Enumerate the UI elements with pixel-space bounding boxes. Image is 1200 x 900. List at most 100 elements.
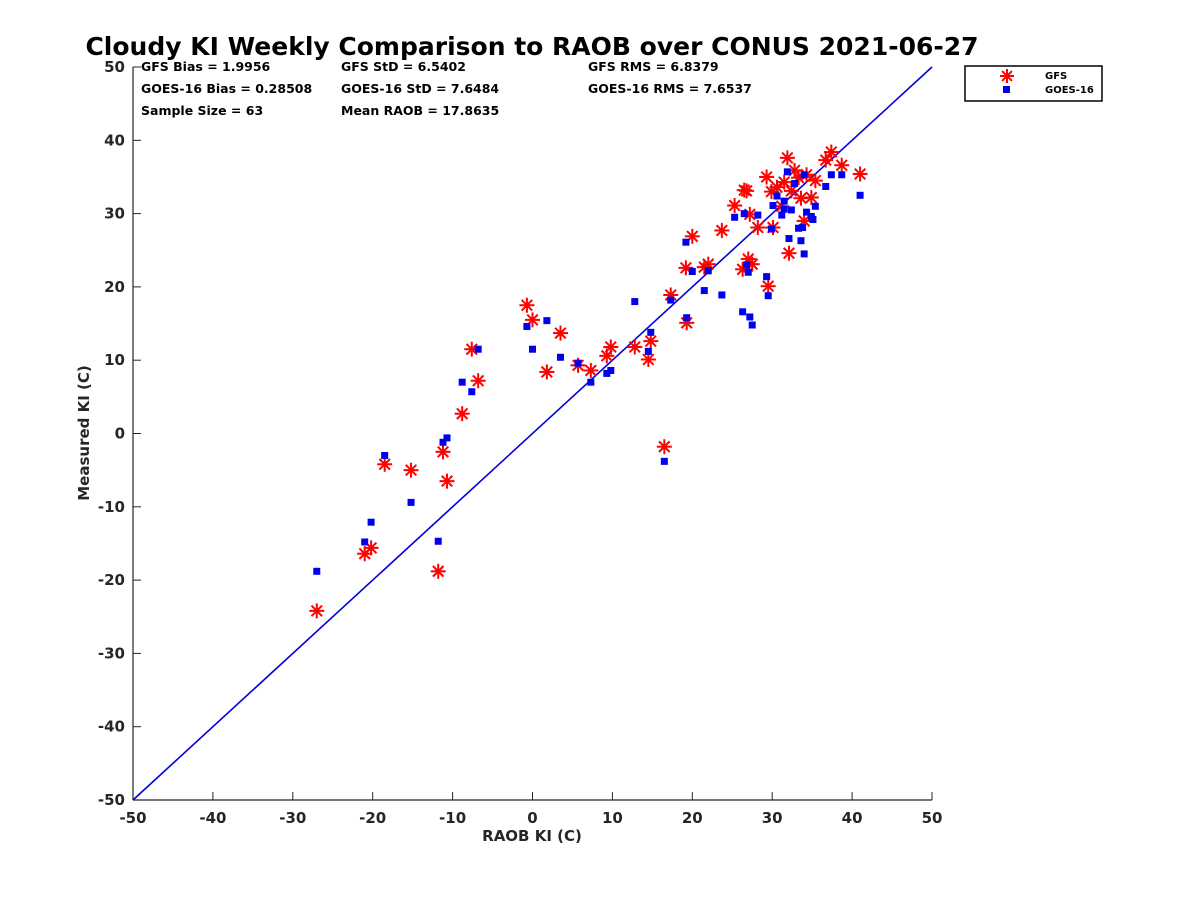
- gfs-point: [430, 563, 446, 579]
- goes16-point: [468, 388, 476, 396]
- y-tick-label: 40: [104, 131, 125, 149]
- stat-gfs-rms: GFS RMS = 6.8379: [588, 59, 719, 74]
- goes16-point: [574, 359, 582, 367]
- goes16-point: [683, 314, 691, 322]
- goes16-series: [313, 168, 864, 575]
- gfs-point: [640, 351, 656, 367]
- goes16-point: [682, 238, 690, 246]
- goes16-point: [644, 347, 652, 355]
- x-tick-label: -40: [199, 809, 226, 827]
- stat-goes-bias: GOES-16 Bias = 0.28508: [141, 81, 312, 96]
- goes16-point: [718, 291, 726, 299]
- y-tick-label: 30: [104, 205, 125, 223]
- goes16-point: [381, 451, 389, 459]
- goes16-point: [787, 206, 795, 214]
- goes16-point: [361, 538, 369, 546]
- goes16-point: [523, 322, 531, 330]
- goes16-point: [458, 378, 466, 386]
- goes16-point: [744, 268, 752, 276]
- y-tick-label: -40: [98, 718, 125, 736]
- goes16-point: [748, 321, 756, 329]
- goes16-point: [740, 210, 748, 218]
- gfs-point: [603, 339, 619, 355]
- gfs-point: [852, 166, 868, 182]
- goes16-point: [799, 224, 807, 232]
- goes16-point: [827, 171, 835, 179]
- y-tick-label: -10: [98, 498, 125, 516]
- gfs-point: [796, 213, 812, 229]
- legend-gfs-asterisk: [1000, 69, 1014, 83]
- y-tick-label: -20: [98, 571, 125, 589]
- goes16-point: [474, 345, 482, 353]
- goes16-point: [700, 287, 708, 295]
- goes16-point: [743, 261, 751, 269]
- x-tick-label: 30: [762, 809, 783, 827]
- gfs-point: [769, 179, 785, 195]
- legend-gfs-label: GFS: [1045, 71, 1067, 82]
- x-tick-label: 20: [682, 809, 703, 827]
- gfs-point: [454, 406, 470, 422]
- goes16-point: [587, 378, 595, 386]
- x-tick-label: 40: [842, 809, 863, 827]
- goes16-point: [443, 434, 451, 442]
- goes16-point: [780, 205, 788, 213]
- legend-gfs-marker: [1000, 69, 1014, 83]
- goes16-point: [795, 224, 803, 232]
- gfs-point: [803, 189, 819, 205]
- y-tick-label: 0: [115, 425, 125, 443]
- goes16-point: [529, 345, 536, 353]
- stat-sample-size: Sample Size = 63: [141, 103, 263, 118]
- gfs-point: [781, 245, 797, 261]
- goes16-point: [731, 213, 739, 221]
- gfs-point: [807, 173, 823, 189]
- y-axis-label: Measured KI (C): [75, 365, 93, 501]
- gfs-point: [679, 315, 695, 331]
- goes16-point: [556, 353, 564, 361]
- gfs-point: [643, 333, 659, 349]
- gfs-point: [684, 228, 700, 244]
- gfs-point: [435, 444, 451, 460]
- gfs-point: [776, 174, 792, 190]
- goes16-point: [800, 250, 808, 258]
- stat-goes-std: GOES-16 StD = 7.6484: [341, 81, 499, 96]
- x-tick-label: -50: [119, 809, 146, 827]
- y-axis-ticks: -50 -40 -30 -20 -10 0 10 20 30 40 50: [98, 58, 141, 809]
- gfs-point: [759, 169, 775, 185]
- y-tick-label: 20: [104, 278, 125, 296]
- gfs-point: [627, 339, 643, 355]
- goes16-point: [838, 171, 846, 179]
- goes16-point: [809, 215, 817, 223]
- goes16-point: [791, 180, 799, 188]
- y-tick-label: -50: [98, 791, 125, 809]
- goes16-point: [797, 237, 805, 245]
- goes16-point: [688, 268, 696, 276]
- goes16-point: [704, 267, 712, 275]
- chart-title: Cloudy KI Weekly Comparison to RAOB over…: [85, 32, 978, 61]
- x-axis-ticks: -50 -40 -30 -20 -10 0 10 20 30 40 50: [119, 792, 942, 827]
- goes16-point: [800, 171, 808, 179]
- gfs-point: [727, 198, 743, 214]
- gfs-point: [750, 220, 766, 236]
- legend-goes16-label: GOES-16: [1045, 85, 1094, 96]
- goes16-point: [856, 191, 864, 199]
- gfs-point: [818, 152, 834, 168]
- gfs-point: [739, 183, 755, 199]
- gfs-point: [663, 287, 679, 303]
- goes16-point: [631, 298, 639, 306]
- stat-goes-rms: GOES-16 RMS = 7.6537: [588, 81, 752, 96]
- x-tick-label: -10: [439, 809, 466, 827]
- gfs-point: [714, 222, 730, 238]
- y-tick-label: -30: [98, 644, 125, 662]
- x-tick-label: -20: [359, 809, 386, 827]
- goes16-point: [778, 211, 786, 219]
- goes16-point: [434, 537, 442, 545]
- gfs-point: [309, 603, 325, 619]
- goes16-point: [811, 202, 819, 210]
- goes16-point: [439, 438, 447, 446]
- x-tick-label: -30: [279, 809, 306, 827]
- goes16-point: [803, 208, 811, 216]
- goes16-point: [785, 235, 793, 243]
- goes16-point: [769, 202, 777, 210]
- y-tick-label: 50: [104, 58, 125, 76]
